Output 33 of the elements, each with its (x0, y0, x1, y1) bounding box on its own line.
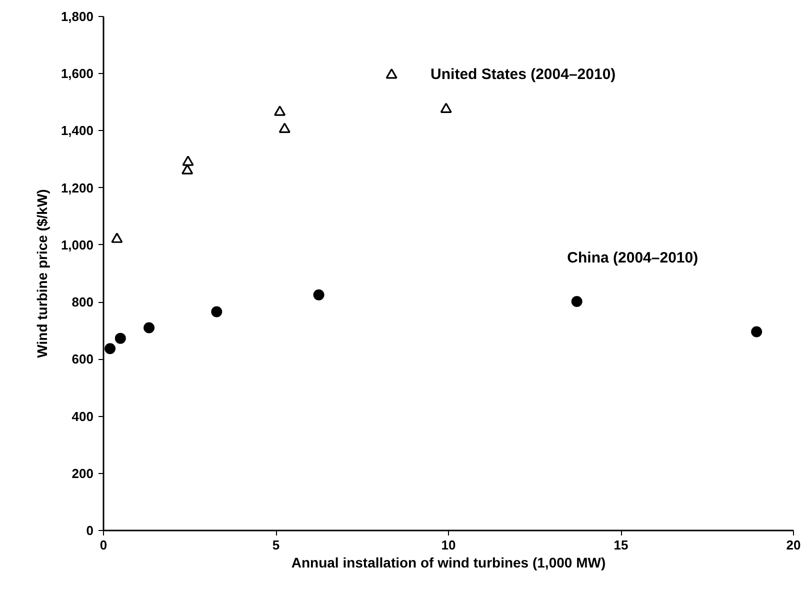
point (571, 296, 582, 307)
point (386, 68, 398, 79)
x-tick-label: 15 (614, 538, 628, 552)
y-tick-label: 0 (86, 523, 94, 538)
x-tick-label: 5 (272, 538, 280, 552)
x-tick-label: 10 (441, 538, 456, 552)
y-tick-label: 1,200 (60, 180, 94, 196)
text: China (2004–2010) (567, 250, 698, 267)
point (751, 326, 762, 338)
point (313, 289, 324, 300)
point (104, 343, 116, 354)
x-tick-label: 0 (100, 538, 108, 552)
point (144, 322, 155, 334)
point (211, 306, 222, 318)
y-tick-label: 1,600 (60, 66, 94, 82)
series-label: United States (2004–2010) (430, 66, 616, 84)
y-tick-label: 200 (72, 466, 94, 481)
point (278, 122, 290, 133)
point (440, 102, 452, 113)
y-tick-label: 1,000 (60, 237, 94, 252)
y-tick-label: 1,400 (60, 123, 94, 138)
y-axis-title: Wind turbine price ($/kW) (34, 189, 50, 358)
y-tick-label: 400 (72, 408, 94, 424)
point (111, 232, 123, 243)
x-axis-title: Annual installation of wind turbines (1,000 MW) (291, 554, 606, 570)
y-tick-label: 1,800 (60, 9, 94, 24)
y-tick-label: 800 (72, 294, 94, 310)
point (114, 332, 126, 344)
point (182, 164, 194, 174)
point (182, 156, 194, 166)
y-tick-label: 600 (72, 352, 94, 367)
x-tick-label: 20 (786, 538, 801, 552)
point (274, 106, 286, 116)
